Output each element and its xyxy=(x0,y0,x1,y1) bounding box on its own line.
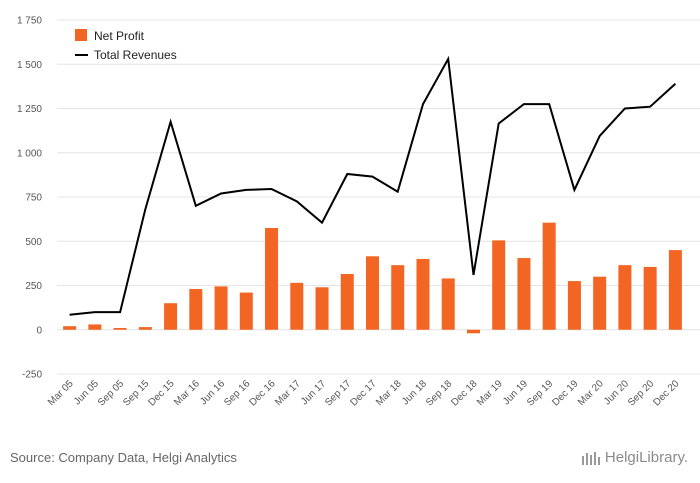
x-tick-label: Sep 20 xyxy=(626,378,656,408)
y-tick-label: 250 xyxy=(25,281,42,292)
x-tick-label: Sep 05 xyxy=(96,378,126,408)
x-tick-label: Dec 20 xyxy=(651,378,681,408)
bar-net-profit xyxy=(239,292,253,330)
x-tick-label: Dec 19 xyxy=(550,378,580,408)
legend-label-net-profit: Net Profit xyxy=(94,29,145,43)
bar-net-profit xyxy=(542,222,556,330)
y-tick-label: 1 750 xyxy=(17,16,42,27)
legend: Net Profit Total Revenues xyxy=(75,29,177,62)
bar-net-profit xyxy=(138,327,152,330)
bar-net-profit xyxy=(164,303,178,330)
bar-net-profit xyxy=(265,227,279,330)
bar-net-profit xyxy=(290,282,304,330)
bar-net-profit xyxy=(315,287,329,330)
bar-net-profit xyxy=(366,256,379,330)
bar-net-profit xyxy=(466,329,480,334)
bar-net-profit xyxy=(517,258,531,330)
x-tick-label: Mar 20 xyxy=(576,378,606,408)
bar-net-profit xyxy=(567,281,581,330)
y-tick-label: 500 xyxy=(25,237,42,248)
bar-net-profit xyxy=(643,266,657,330)
x-tick-label: Mar 19 xyxy=(475,378,505,408)
bar-net-profit xyxy=(441,278,455,330)
y-tick-label: 1 000 xyxy=(17,148,42,159)
bar-net-profit xyxy=(88,324,102,330)
x-tick-label: Mar 16 xyxy=(172,378,202,408)
net-profit-bars xyxy=(63,222,682,334)
bar-net-profit xyxy=(391,265,405,330)
y-tick-label: 0 xyxy=(36,325,42,336)
x-tick-label: Mar 18 xyxy=(374,378,404,408)
total-revenues-line xyxy=(69,55,677,316)
x-tick-label: Mar 17 xyxy=(273,378,303,408)
x-tick-label: Dec 18 xyxy=(449,378,479,408)
bar-net-profit xyxy=(340,273,354,330)
bar-net-profit xyxy=(189,289,203,330)
x-tick-label: Sep 18 xyxy=(424,378,454,408)
y-tick-label: 1 250 xyxy=(17,104,42,115)
bar-net-profit xyxy=(113,327,127,330)
y-tick-label: -250 xyxy=(22,370,42,381)
x-tick-label: Dec 15 xyxy=(147,378,177,408)
legend-label-total-revenues: Total Revenues xyxy=(94,48,177,62)
bar-net-profit xyxy=(668,250,682,330)
helgi-library-logo[interactable]: HelgiLibrary. xyxy=(581,449,688,466)
x-tick-label: Mar 05 xyxy=(46,378,76,408)
legend-swatch-net-profit xyxy=(75,29,87,41)
x-tick-label: Sep 19 xyxy=(525,378,555,408)
y-tick-label: 750 xyxy=(25,193,42,204)
bar-net-profit xyxy=(618,265,632,330)
x-tick-label: Sep 15 xyxy=(121,378,151,408)
logo-text: HelgiLibrary. xyxy=(604,449,688,466)
x-tick-label: Sep 16 xyxy=(222,378,252,408)
bar-net-profit xyxy=(63,326,77,330)
x-tick-label: Dec 16 xyxy=(247,378,277,408)
x-tick-label: Dec 17 xyxy=(348,378,378,408)
bar-net-profit xyxy=(214,286,228,330)
bar-net-profit xyxy=(593,276,607,330)
x-tick-label: Sep 17 xyxy=(323,378,353,408)
source-note: Source: Company Data, Helgi Analytics xyxy=(10,450,237,465)
chart: -250 0 250 500 750 1 000 1 250 1 500 1 750 Mar 0… xyxy=(17,16,700,409)
helgi-library-icon xyxy=(581,451,600,465)
bar-net-profit xyxy=(492,240,506,330)
line-total-revenues xyxy=(69,55,677,316)
y-tick-label: 1 500 xyxy=(17,60,42,71)
bar-net-profit xyxy=(416,258,430,330)
y-axis-ticks: -250 0 250 500 750 1 000 1 250 1 500 1 750 xyxy=(17,16,42,381)
